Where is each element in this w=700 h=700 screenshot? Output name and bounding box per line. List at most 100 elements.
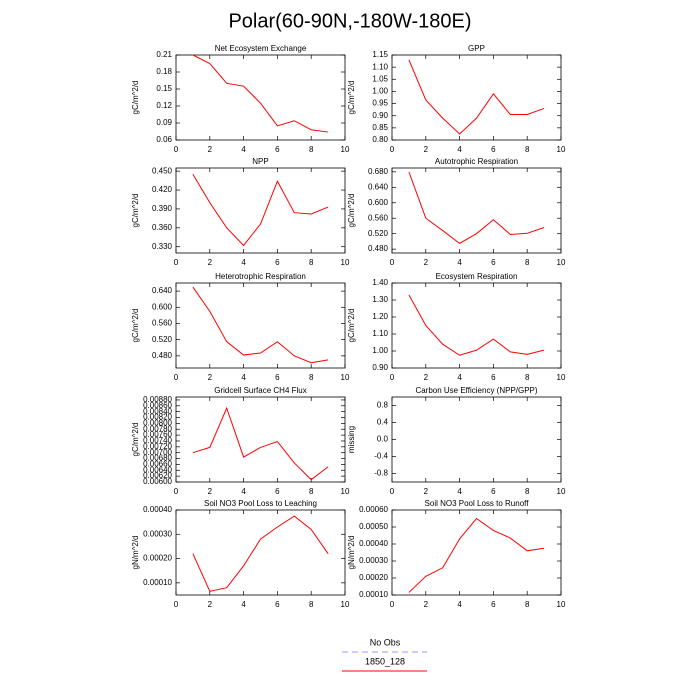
y-axis-label: gN/m^2/d bbox=[131, 536, 140, 570]
x-tick-label: 10 bbox=[341, 600, 350, 609]
y-tick-label: 0.330 bbox=[152, 242, 173, 251]
y-tick-label: 0.90 bbox=[372, 111, 388, 120]
y-tick-label: 0.00840 bbox=[143, 407, 172, 416]
plot-frame bbox=[391, 509, 562, 596]
x-tick-label: 0 bbox=[174, 373, 179, 382]
y-tick-label: 0.21 bbox=[156, 50, 172, 59]
y-tick-label: 0.00680 bbox=[143, 454, 172, 463]
y-axis-label: gN/m^2/d bbox=[347, 536, 356, 570]
data-line bbox=[192, 406, 329, 481]
x-tick-label: 6 bbox=[275, 258, 280, 267]
panel: Autotrophic Respiration gC/m^2/d 0 2 4 6 8 10 0.… bbox=[347, 157, 566, 267]
x-tick-label: 8 bbox=[309, 487, 314, 496]
y-tick-label: 1.10 bbox=[372, 62, 388, 71]
x-tick-label: 2 bbox=[208, 373, 213, 382]
x-tick-label: 4 bbox=[457, 600, 462, 609]
x-tick-label: 8 bbox=[525, 600, 530, 609]
y-tick-label: 0.15 bbox=[156, 84, 172, 93]
y-tick-label: 0.640 bbox=[152, 286, 173, 295]
x-tick-label: 6 bbox=[491, 487, 496, 496]
y-axis-label: gC/m^2/d bbox=[131, 423, 140, 457]
x-tick-label: 4 bbox=[457, 258, 462, 267]
x-tick-label: 8 bbox=[525, 145, 530, 154]
y-tick-label: -0.4 bbox=[374, 452, 388, 461]
y-tick-label: 0.390 bbox=[152, 204, 173, 213]
x-tick-label: 4 bbox=[457, 373, 462, 382]
x-tick-label: 2 bbox=[208, 600, 213, 609]
y-tick-label: 0.00620 bbox=[143, 471, 172, 480]
y-tick-label: 0.00860 bbox=[143, 401, 172, 410]
x-tick-label: 0 bbox=[174, 258, 179, 267]
data-line bbox=[408, 171, 545, 244]
x-tick-label: 2 bbox=[424, 373, 429, 382]
plot-frame bbox=[391, 396, 562, 483]
x-tick-label: 6 bbox=[275, 487, 280, 496]
y-tick-label: 0.480 bbox=[152, 351, 173, 360]
panel-title: NPP bbox=[252, 157, 268, 166]
y-tick-label: 0.450 bbox=[152, 166, 173, 175]
y-tick-label: 1.00 bbox=[372, 346, 388, 355]
x-tick-label: 0 bbox=[174, 600, 179, 609]
y-tick-label: 1.30 bbox=[372, 295, 388, 304]
panel-title: Soil NO3 Pool Loss to Runoff bbox=[425, 499, 530, 508]
x-tick-label: 0 bbox=[174, 487, 179, 496]
data-line bbox=[192, 515, 329, 592]
panel: Net Ecosystem Exchange gC/m^2/d 0 2 4 6 8 10 0.0… bbox=[131, 44, 350, 154]
y-tick-label: 0.520 bbox=[152, 335, 173, 344]
x-tick-label: 2 bbox=[424, 600, 429, 609]
y-tick-label: 1.00 bbox=[372, 87, 388, 96]
panel: NPP gC/m^2/d 0 2 4 6 8 10 0.330 0.360 0.390 0.420 0.… bbox=[131, 157, 350, 267]
y-tick-label: 0.90 bbox=[372, 363, 388, 372]
y-tick-label: 0.00010 bbox=[359, 590, 388, 599]
x-tick-label: 10 bbox=[557, 145, 566, 154]
legend-label: No Obs bbox=[370, 637, 401, 647]
y-tick-label: 0.00660 bbox=[143, 460, 172, 469]
x-tick-label: 6 bbox=[491, 600, 496, 609]
x-tick-label: 8 bbox=[309, 145, 314, 154]
y-tick-label: 1.10 bbox=[372, 329, 388, 338]
plot-frame bbox=[175, 54, 346, 141]
x-tick-label: 2 bbox=[424, 487, 429, 496]
panel-title: Soil NO3 Pool Loss to Leaching bbox=[204, 499, 317, 508]
x-tick-label: 4 bbox=[241, 258, 246, 267]
y-tick-label: 0.00700 bbox=[143, 448, 172, 457]
x-tick-label: 6 bbox=[491, 145, 496, 154]
x-tick-label: 10 bbox=[557, 600, 566, 609]
x-tick-label: 10 bbox=[557, 373, 566, 382]
panel: Soil NO3 Pool Loss to Leaching gN/m^2/d 0 2… bbox=[131, 499, 350, 609]
y-tick-label: 0.520 bbox=[368, 229, 389, 238]
data-line bbox=[408, 294, 545, 356]
x-tick-label: 0 bbox=[390, 145, 395, 154]
x-tick-label: 8 bbox=[525, 258, 530, 267]
panel-title: GPP bbox=[468, 44, 485, 53]
panel: Gridcell Surface CH4 Flux gC/m^2/d 0 2 4 6 8 10… bbox=[131, 386, 350, 496]
y-tick-label: 0.00880 bbox=[143, 395, 172, 404]
data-line bbox=[192, 286, 329, 364]
plot-frame bbox=[391, 282, 562, 369]
data-line bbox=[408, 59, 545, 135]
panel-title: Autotrophic Respiration bbox=[435, 157, 518, 166]
y-axis-label: gC/m^2/d bbox=[131, 309, 140, 343]
panel-title: Carbon Use Efficiency (NPP/GPP) bbox=[415, 386, 537, 395]
x-tick-label: 2 bbox=[208, 145, 213, 154]
y-tick-label: 0.600 bbox=[152, 302, 173, 311]
x-tick-label: 10 bbox=[557, 258, 566, 267]
x-tick-label: 4 bbox=[241, 487, 246, 496]
y-axis-label: gC/m^2/d bbox=[347, 81, 356, 115]
x-tick-label: 6 bbox=[491, 373, 496, 382]
x-tick-label: 6 bbox=[491, 258, 496, 267]
x-tick-label: 0 bbox=[390, 600, 395, 609]
panel-title: Heterotrophic Respiration bbox=[215, 272, 306, 281]
x-tick-label: 4 bbox=[241, 600, 246, 609]
y-tick-label: 0.480 bbox=[368, 244, 389, 253]
plot-frame bbox=[175, 396, 346, 483]
y-tick-label: 1.20 bbox=[372, 312, 388, 321]
y-tick-label: 0.00040 bbox=[359, 539, 388, 548]
y-tick-label: 0.0 bbox=[377, 435, 389, 444]
y-tick-label: 0.00020 bbox=[143, 554, 172, 563]
panel: Ecosystem Respiration gC/m^2/d 0 2 4 6 8 10 0.90… bbox=[347, 272, 566, 382]
y-tick-label: 0.00060 bbox=[359, 505, 388, 514]
y-tick-label: 0.12 bbox=[156, 101, 172, 110]
